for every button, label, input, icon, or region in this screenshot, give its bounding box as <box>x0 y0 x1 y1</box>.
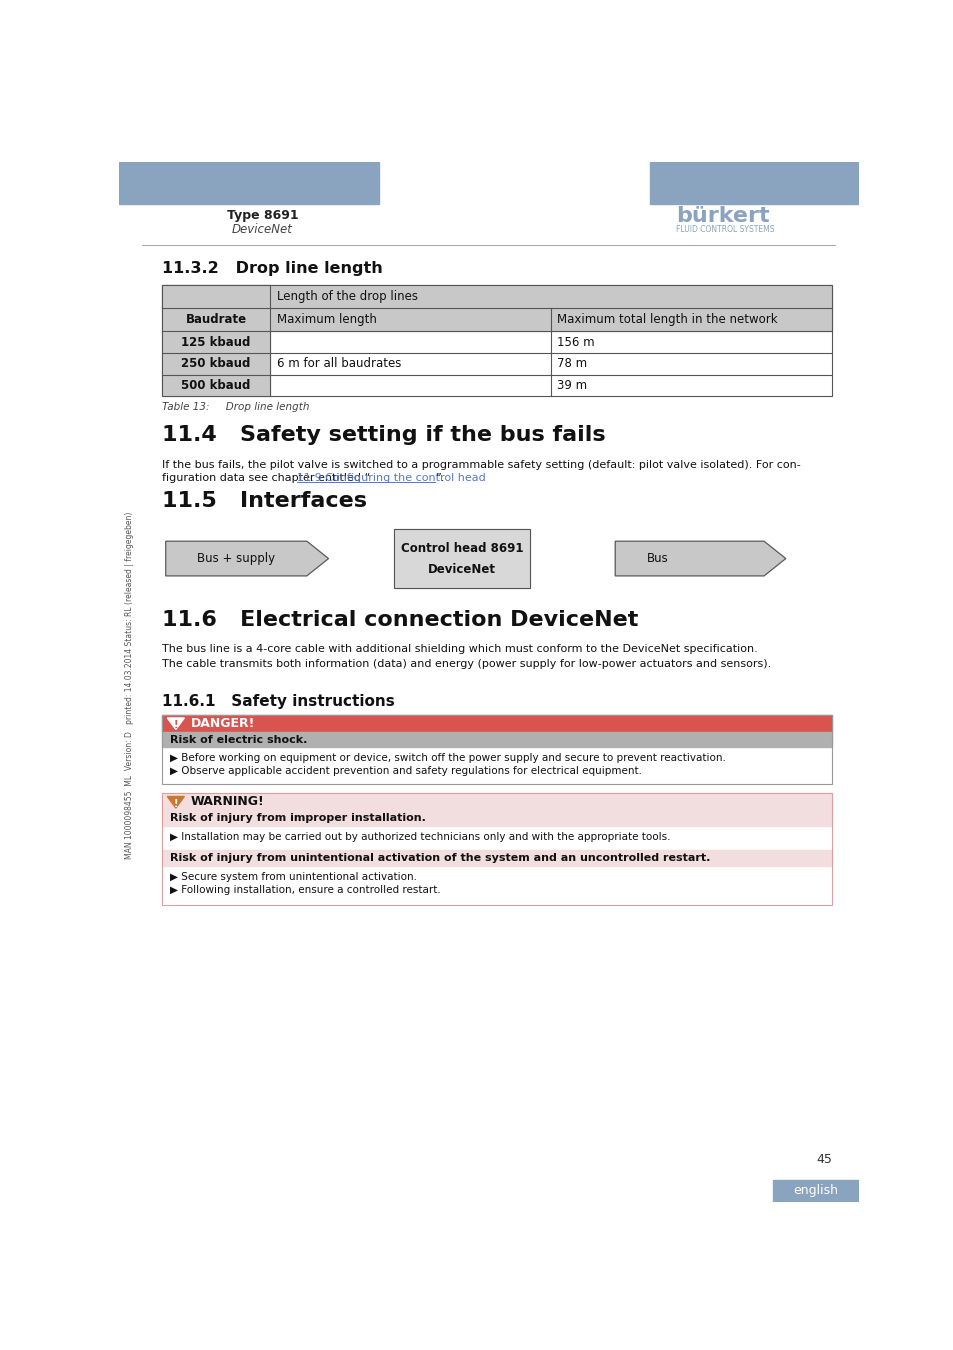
Bar <box>773 1180 858 1202</box>
Text: 250 kbaud: 250 kbaud <box>181 358 251 370</box>
Bar <box>162 285 831 308</box>
Text: figuration data see chapter entitled “: figuration data see chapter entitled “ <box>162 474 370 483</box>
Text: 39 m: 39 m <box>557 379 587 391</box>
Text: Bus: Bus <box>646 552 668 566</box>
Text: 78 m: 78 m <box>557 358 587 370</box>
Text: english: english <box>793 1184 838 1197</box>
Text: 11.6   Electrical connection DeviceNet: 11.6 Electrical connection DeviceNet <box>162 610 638 630</box>
Text: FLUID CONTROL SYSTEMS: FLUID CONTROL SYSTEMS <box>675 225 774 235</box>
Text: bürkert: bürkert <box>675 207 768 225</box>
Text: ▶ Before working on equipment or device, switch off the power supply and secure : ▶ Before working on equipment or device,… <box>170 753 724 763</box>
Polygon shape <box>615 541 785 576</box>
Bar <box>162 850 831 865</box>
Text: Bus + supply: Bus + supply <box>197 552 275 566</box>
Text: ▶ Following installation, ensure a controlled restart.: ▶ Following installation, ensure a contr… <box>170 884 440 895</box>
Bar <box>162 285 270 396</box>
Text: If the bus fails, the pilot valve is switched to a programmable safety setting (: If the bus fails, the pilot valve is swi… <box>162 459 800 470</box>
Text: 11.4   Safety setting if the bus fails: 11.4 Safety setting if the bus fails <box>162 425 605 446</box>
Text: !: ! <box>173 720 178 730</box>
Text: Type 8691: Type 8691 <box>227 209 298 223</box>
Text: ▶ Observe applicable accident prevention and safety regulations for electrical e: ▶ Observe applicable accident prevention… <box>170 765 641 776</box>
Text: 125 kbaud: 125 kbaud <box>181 336 251 348</box>
Text: 11.3.2   Drop line length: 11.3.2 Drop line length <box>162 261 382 275</box>
Text: ▶ Installation may be carried out by authorized technicians only and with the ap: ▶ Installation may be carried out by aut… <box>170 832 669 841</box>
Polygon shape <box>167 718 184 729</box>
Text: DANGER!: DANGER! <box>191 717 254 730</box>
Text: 11.6.1   Safety instructions: 11.6.1 Safety instructions <box>162 694 395 709</box>
Text: 11.5   Interfaces: 11.5 Interfaces <box>162 491 367 510</box>
Text: DeviceNet: DeviceNet <box>232 223 293 236</box>
Text: Risk of injury from improper installation.: Risk of injury from improper installatio… <box>170 813 425 823</box>
Text: The cable transmits both information (data) and energy (power supply for low-pow: The cable transmits both information (da… <box>162 659 770 670</box>
Polygon shape <box>166 541 328 576</box>
Bar <box>162 285 831 396</box>
Text: 11.9 Configuring the control head: 11.9 Configuring the control head <box>297 474 486 483</box>
Bar <box>394 529 530 587</box>
Text: Baudrate: Baudrate <box>186 313 247 327</box>
Bar <box>162 716 831 732</box>
Bar <box>162 716 831 784</box>
Bar <box>649 162 858 204</box>
Text: WARNING!: WARNING! <box>191 795 264 809</box>
Text: Length of the drop lines: Length of the drop lines <box>276 290 417 304</box>
Text: Control head 8691: Control head 8691 <box>400 543 523 555</box>
Bar <box>119 162 378 204</box>
Text: ”.: ”. <box>435 474 444 483</box>
Text: 45: 45 <box>816 1153 831 1165</box>
Text: 6 m for all baudrates: 6 m for all baudrates <box>276 358 400 370</box>
Bar <box>162 732 831 747</box>
Text: Risk of injury from unintentional activation of the system and an uncontrolled r: Risk of injury from unintentional activa… <box>170 853 709 863</box>
Text: 156 m: 156 m <box>557 336 594 348</box>
Bar <box>394 529 530 587</box>
Text: ▶ Secure system from unintentional activation.: ▶ Secure system from unintentional activ… <box>170 872 416 882</box>
Polygon shape <box>167 796 184 809</box>
Text: DeviceNet: DeviceNet <box>428 563 496 576</box>
Text: Risk of electric shock.: Risk of electric shock. <box>170 734 307 744</box>
Text: !: ! <box>173 799 178 809</box>
Text: Table 13:     Drop line length: Table 13: Drop line length <box>162 402 309 412</box>
Text: Maximum length: Maximum length <box>276 313 376 327</box>
Text: The bus line is a 4-core cable with additional shielding which must conform to t: The bus line is a 4-core cable with addi… <box>162 644 757 655</box>
Text: Maximum total length in the network: Maximum total length in the network <box>557 313 777 327</box>
Text: MAN 1000098455  ML  Version: D   printed: 14.03.2014 Status: RL (released | frei: MAN 1000098455 ML Version: D printed: 14… <box>125 512 133 860</box>
Bar <box>270 308 831 331</box>
Bar <box>162 794 831 810</box>
Bar <box>162 810 831 826</box>
Text: 500 kbaud: 500 kbaud <box>181 379 251 391</box>
Bar <box>162 794 831 904</box>
